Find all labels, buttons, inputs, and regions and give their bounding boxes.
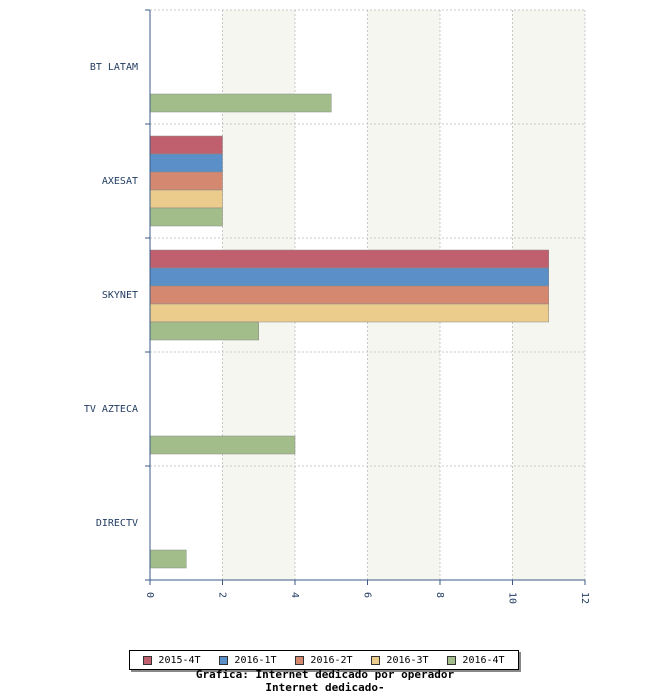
bar-2015-4T-AXESAT: [149, 135, 223, 155]
legend-item: 2016-2T: [295, 654, 353, 666]
legend-item: 2016-4T: [447, 654, 505, 666]
legend-swatch: [371, 655, 381, 665]
legend-swatch: [447, 655, 457, 665]
bar-2016-4T-DIRECTV: [149, 549, 187, 569]
y-tick-label: SKYNET: [102, 290, 138, 301]
caption-line-2: Internet dedicado-: [265, 681, 385, 694]
x-tick-label: 0: [144, 592, 155, 598]
x-tick-label: 6: [362, 592, 373, 598]
axes: [145, 9, 586, 585]
x-tick-label: 4: [289, 592, 300, 598]
bar-2016-1T-SKYNET: [149, 267, 549, 287]
y-tick-label: DIRECTV: [96, 518, 138, 529]
bar-2016-4T-AXESAT: [149, 207, 223, 227]
chart-caption: Grafica: Internet dedicado por operador …: [0, 668, 650, 694]
bar-2016-4T-TV AZTECA: [149, 435, 296, 455]
bar-2016-4T-SKYNET: [149, 321, 259, 341]
axis-labels: BT LATAM AXESAT SKYNET TV AZTECA DIRECTV 0 2 4 6…: [84, 62, 590, 604]
x-tick-label: 12: [579, 592, 590, 604]
legend-swatch: [295, 655, 305, 665]
x-tick-label: 8: [434, 592, 445, 598]
x-tick-label: 2: [217, 592, 228, 598]
bar-2016-3T-SKYNET: [149, 303, 549, 323]
bar-2016-4T-BT LATAM: [149, 93, 332, 113]
bar-2016-3T-AXESAT: [149, 189, 223, 209]
legend-label: 2016-2T: [310, 654, 353, 666]
y-tick-label: AXESAT: [102, 176, 138, 187]
bar-2016-2T-SKYNET: [149, 285, 549, 305]
legend-item: 2016-1T: [219, 654, 277, 666]
legend-label: 2016-4T: [462, 654, 505, 666]
bars: [149, 93, 549, 569]
caption-line-1: Grafica: Internet dedicado por operador: [195, 668, 455, 681]
bar-2016-2T-AXESAT: [149, 171, 223, 191]
legend-label: 2016-3T: [386, 654, 429, 666]
legend-swatch: [143, 655, 153, 665]
y-tick-label: TV AZTECA: [84, 404, 138, 415]
y-tick-label: BT LATAM: [90, 62, 138, 73]
legend: 2015-4T 2016-1T 2016-2T 2016-3T 2016-4T: [129, 650, 519, 670]
bar-2016-1T-AXESAT: [149, 153, 223, 173]
legend-label: 2015-4T: [158, 654, 201, 666]
x-tick-label: 10: [507, 592, 518, 604]
legend-item: 2016-3T: [371, 654, 429, 666]
legend-swatch: [219, 655, 229, 665]
bar-2015-4T-SKYNET: [149, 249, 549, 269]
legend-label: 2016-1T: [234, 654, 277, 666]
legend-item: 2015-4T: [143, 654, 201, 666]
